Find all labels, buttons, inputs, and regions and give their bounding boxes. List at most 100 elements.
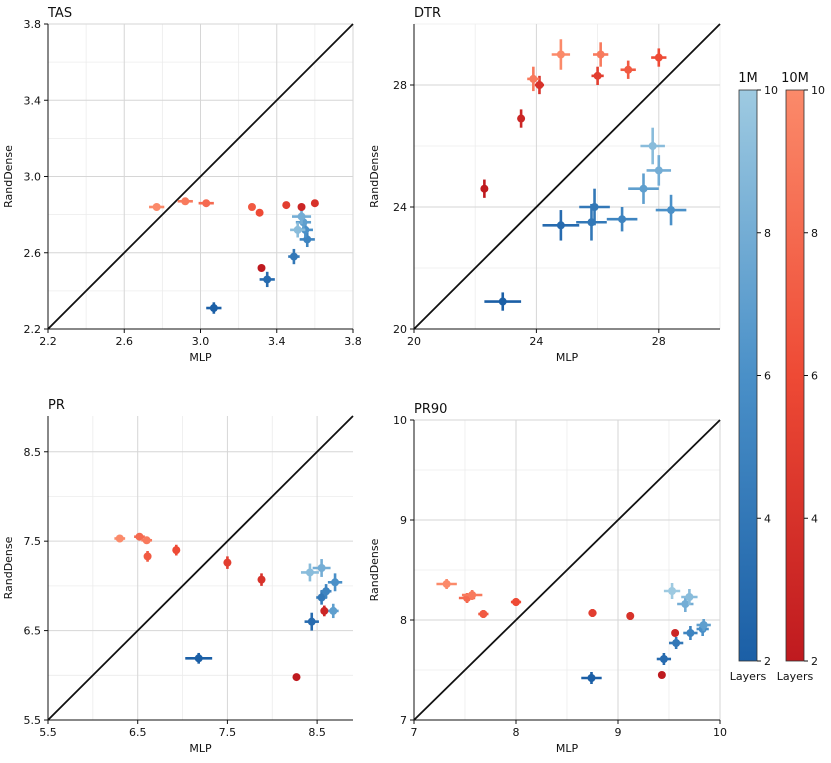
- y-tick-label: 3.8: [24, 18, 42, 31]
- colorbar-1m: 1M 2 4 6 8 10 Layers: [730, 71, 778, 683]
- point-marker: [659, 655, 668, 663]
- x-tick-label: 3.8: [344, 335, 362, 348]
- point-marker: [699, 621, 708, 629]
- point-marker: [172, 546, 181, 555]
- data-point-10m: [527, 66, 540, 92]
- y-tick-label: 3.4: [24, 94, 42, 107]
- colorbar-1m-label: Layers: [730, 670, 767, 683]
- x-tick-label: 24: [529, 335, 543, 348]
- point-marker: [556, 221, 565, 230]
- point-marker: [587, 674, 596, 682]
- data-point-10m: [591, 66, 604, 85]
- point-marker: [654, 166, 663, 175]
- data-point-10m: [651, 48, 667, 67]
- point-marker: [320, 606, 329, 615]
- data-point-10m: [478, 610, 489, 618]
- x-tick-label: 2.2: [39, 335, 57, 348]
- point-marker: [297, 212, 306, 221]
- panel-title: TAS: [47, 6, 72, 21]
- data-point-1m: [656, 653, 672, 665]
- colorbar-10m: 10M 2 4 6 8 10 Layers: [777, 71, 825, 683]
- point-marker: [672, 639, 681, 647]
- colorbar-10m-title: 10M: [781, 71, 809, 86]
- colorbar-tick-label: 4: [811, 512, 818, 525]
- point-marker: [255, 208, 264, 217]
- identity-line: [47, 23, 354, 330]
- colorbar-tick-label: 10: [811, 84, 825, 97]
- data-point-10m: [436, 579, 457, 589]
- point-marker: [479, 610, 488, 618]
- panel-pr90: 7 8 9 10 7 8 9 10 MLP RandDense PR90: [368, 402, 727, 755]
- data-point-10m: [588, 609, 597, 617]
- panel-title: PR: [48, 398, 65, 413]
- panel-title: PR90: [414, 402, 447, 417]
- y-tick-label: 5.5: [24, 714, 42, 727]
- data-point-1m: [581, 672, 602, 684]
- point-marker: [223, 558, 232, 567]
- data-point-10m: [620, 60, 636, 79]
- data-point-1m: [606, 207, 638, 232]
- data-point-10m: [517, 109, 526, 128]
- point-marker: [593, 71, 602, 80]
- point-marker: [590, 203, 599, 211]
- point-marker: [297, 203, 306, 211]
- point-marker: [317, 564, 326, 572]
- colorbar-tick-label: 4: [764, 512, 771, 525]
- data-point-1m: [327, 603, 339, 619]
- data-point-1m: [300, 563, 319, 582]
- data-point-1m: [312, 559, 331, 577]
- x-tick-label: 8: [513, 726, 520, 739]
- data-point-10m: [292, 673, 301, 682]
- panel-pr: 5.5 6.5 7.5 8.5 5.5 6.5 7.5 8.5 MLP RandDense PR: [2, 398, 354, 755]
- data-point-1m: [320, 584, 332, 599]
- point-marker: [257, 575, 266, 584]
- colorbar-1m-gradient: [738, 89, 758, 662]
- y-tick-label: 8: [400, 614, 407, 627]
- identity-line: [47, 415, 354, 721]
- data-point-10m: [657, 671, 666, 679]
- point-marker: [135, 532, 144, 541]
- point-marker: [668, 587, 677, 595]
- point-marker: [512, 598, 520, 606]
- data-point-10m: [626, 612, 635, 620]
- y-tick-label: 24: [393, 201, 407, 214]
- x-axis-label: MLP: [189, 351, 212, 364]
- data-point-10m: [247, 203, 256, 211]
- y-tick-label: 28: [393, 79, 407, 92]
- x-tick-label: 3.4: [268, 335, 286, 348]
- data-point-1m: [579, 188, 610, 226]
- y-tick-label: 7.5: [24, 535, 42, 548]
- x-tick-label: 20: [407, 335, 421, 348]
- y-tick-label: 20: [393, 323, 407, 336]
- data-point-1m: [185, 652, 213, 664]
- data-point-10m: [257, 264, 266, 272]
- y-tick-label: 3.0: [24, 171, 42, 184]
- data-point-10m: [134, 532, 145, 541]
- point-marker: [293, 225, 302, 234]
- colorbar-10m-label: Layers: [777, 670, 814, 683]
- data-point-10m: [172, 544, 181, 556]
- point-marker: [142, 536, 151, 545]
- point-marker: [202, 199, 211, 208]
- point-marker: [686, 629, 695, 637]
- point-marker: [639, 184, 648, 193]
- x-tick-label: 7: [411, 726, 418, 739]
- y-axis-label: RandDense: [2, 145, 15, 208]
- point-marker: [654, 53, 663, 62]
- colorbar-tick-label: 6: [811, 370, 818, 383]
- point-marker: [289, 252, 298, 261]
- data-point-10m: [177, 197, 193, 206]
- point-marker: [282, 201, 291, 210]
- data-point-1m: [292, 208, 312, 225]
- point-marker: [468, 591, 477, 599]
- point-marker: [596, 50, 605, 59]
- data-point-1m: [259, 271, 275, 288]
- colorbar-10m-gradient: [785, 89, 805, 662]
- y-tick-label: 9: [400, 514, 407, 527]
- colorbar-tick-label: 2: [764, 655, 771, 668]
- y-axis-label: RandDense: [2, 536, 15, 599]
- data-point-10m: [310, 199, 319, 208]
- data-point-1m: [304, 612, 319, 631]
- point-marker: [517, 114, 526, 123]
- identity-line: [413, 419, 721, 721]
